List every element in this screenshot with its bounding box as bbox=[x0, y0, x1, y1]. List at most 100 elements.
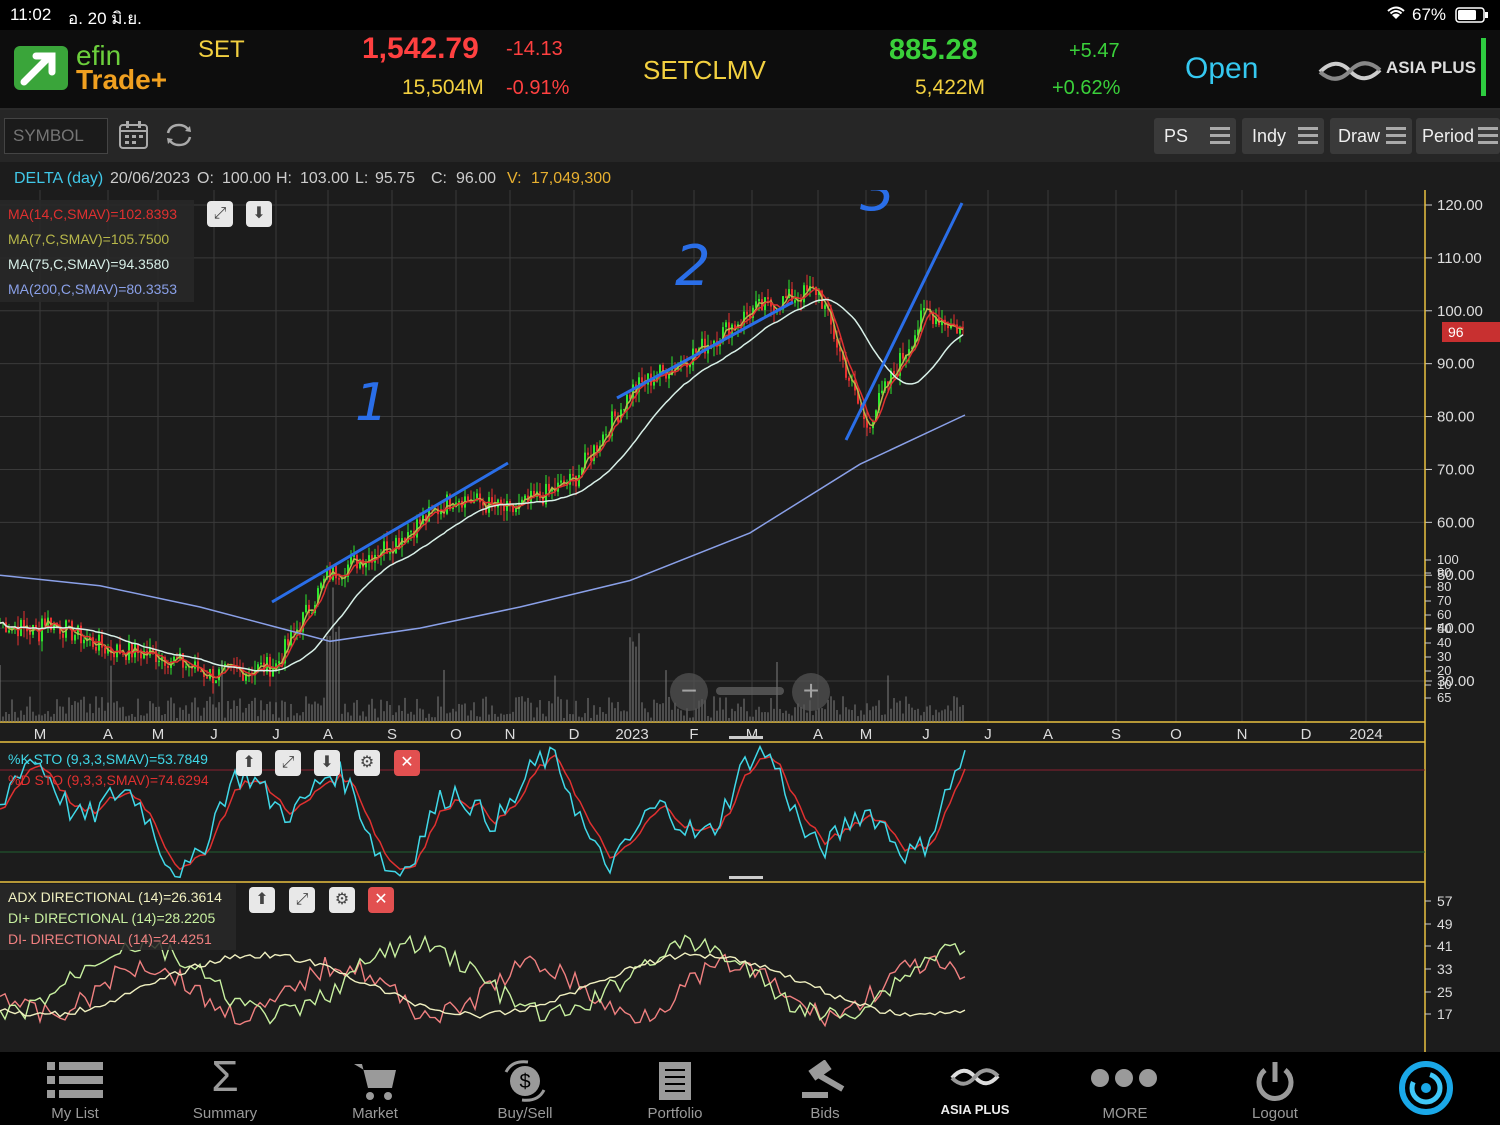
volume-bar bbox=[254, 697, 256, 722]
nav-more[interactable]: MORE bbox=[1050, 1052, 1200, 1125]
volume-bar bbox=[806, 712, 808, 722]
period-button[interactable]: Period bbox=[1416, 118, 1500, 154]
volume-bar bbox=[824, 709, 826, 722]
indy-button[interactable]: Indy bbox=[1242, 118, 1324, 154]
symbol-input[interactable] bbox=[4, 118, 108, 154]
sto-d-line bbox=[0, 754, 966, 871]
volume-bar bbox=[380, 699, 382, 722]
candle-body bbox=[560, 480, 562, 483]
volume-bar bbox=[197, 707, 199, 722]
index2-change-pct: +0.62% bbox=[1052, 77, 1121, 99]
ma200-legend: MA(200,C,SMAV)=80.3353 bbox=[8, 281, 177, 297]
volume-bar bbox=[827, 699, 829, 722]
index2-name[interactable]: SETCLMV bbox=[643, 55, 766, 85]
expand-icon[interactable]: ⤢ bbox=[289, 887, 315, 913]
volume-bar bbox=[482, 698, 484, 722]
candle-body bbox=[734, 324, 736, 328]
volume-bar bbox=[671, 709, 673, 722]
sto-tick-label: 60 bbox=[1437, 607, 1451, 622]
arrow-down-icon[interactable]: ⬇ bbox=[314, 750, 340, 776]
price-chart[interactable]: 120.00 110.00 100.00 90.00 80.00 70.00 60.00 50… bbox=[0, 190, 1500, 1052]
volume-bar bbox=[11, 699, 13, 722]
nav-my-list[interactable]: My List bbox=[0, 1052, 150, 1125]
volume-bar bbox=[65, 713, 67, 722]
expand-icon[interactable]: ⤢ bbox=[275, 750, 301, 776]
zoom-in-icon[interactable]: + bbox=[792, 673, 830, 711]
sto-tick-label: 65 bbox=[1437, 690, 1451, 705]
nav-bids[interactable]: Bids bbox=[750, 1052, 900, 1125]
nav-logout[interactable]: Logout bbox=[1200, 1052, 1350, 1125]
nav-market[interactable]: Market bbox=[300, 1052, 450, 1125]
ma-legend: MA(14,C,SMAV)=102.8393 MA(7,C,SMAV)=105.… bbox=[0, 200, 194, 302]
settings-icon[interactable]: ⚙ bbox=[354, 750, 380, 776]
expand-icon[interactable]: ⤢ bbox=[207, 201, 233, 227]
candle-body bbox=[902, 352, 904, 359]
close-icon[interactable]: ✕ bbox=[368, 887, 394, 913]
zoom-slider[interactable] bbox=[716, 687, 784, 695]
candle-body bbox=[302, 612, 304, 632]
candle-body bbox=[884, 381, 886, 391]
x-tick-label: F bbox=[689, 726, 698, 743]
volume-bar bbox=[320, 705, 322, 722]
candle-body bbox=[767, 297, 769, 300]
candle-body bbox=[68, 620, 70, 622]
candle-body bbox=[218, 669, 220, 681]
volume-bar bbox=[233, 700, 235, 722]
nav-summary[interactable]: Σ Summary bbox=[192, 1052, 258, 1122]
volume-bar bbox=[476, 716, 478, 722]
volume-bar bbox=[725, 697, 727, 722]
panel-resize-handle bbox=[729, 876, 763, 879]
arrow-up-icon[interactable]: ⬆ bbox=[249, 887, 275, 913]
volume-bar bbox=[272, 714, 274, 722]
volume-bar bbox=[620, 711, 622, 722]
arrow-down-icon[interactable]: ⬇ bbox=[246, 201, 272, 227]
volume-bar bbox=[953, 696, 955, 722]
nav-asia-plus[interactable]: ASIA PLUS bbox=[900, 1052, 1050, 1125]
x-tick-label: 2024 bbox=[1349, 726, 1382, 743]
index1-name[interactable]: SET bbox=[198, 36, 245, 63]
volume-bar bbox=[545, 716, 547, 722]
volume-bar bbox=[23, 714, 25, 722]
candle-body bbox=[806, 285, 808, 291]
volume-bar bbox=[623, 710, 625, 722]
volume-bar bbox=[812, 715, 814, 722]
nav-portfolio[interactable]: Portfolio bbox=[600, 1052, 750, 1125]
main-panel-bg bbox=[0, 190, 1425, 722]
nav-buy-sell[interactable]: $ Buy/Sell bbox=[450, 1052, 600, 1125]
x-tick-label: M bbox=[152, 726, 165, 743]
arrow-up-icon[interactable]: ⬆ bbox=[236, 750, 262, 776]
candle-body bbox=[53, 622, 55, 630]
volume-bar bbox=[455, 711, 457, 722]
y-tick-label: 120.00 bbox=[1437, 197, 1483, 214]
volume-bar bbox=[461, 704, 463, 722]
volume-bar bbox=[173, 703, 175, 722]
settings-icon[interactable]: ⚙ bbox=[329, 887, 355, 913]
volume-bar bbox=[5, 712, 7, 722]
candle-body bbox=[260, 662, 262, 665]
volume-bar bbox=[728, 717, 730, 722]
assistant-swirl-icon[interactable] bbox=[1398, 1060, 1454, 1121]
candle-body bbox=[656, 376, 658, 381]
volume-bar bbox=[686, 708, 688, 722]
calendar-icon[interactable] bbox=[118, 120, 150, 155]
volume-bar bbox=[434, 717, 436, 722]
volume-bar bbox=[74, 701, 76, 722]
index2-change: +5.47 bbox=[1069, 40, 1120, 62]
volume-bar bbox=[740, 706, 742, 722]
close-icon[interactable]: ✕ bbox=[394, 750, 420, 776]
volume-bar bbox=[755, 709, 757, 722]
volume-bar bbox=[413, 714, 415, 722]
draw-button[interactable]: Draw bbox=[1330, 118, 1412, 154]
ps-button[interactable]: PS bbox=[1154, 118, 1236, 154]
volume-bar bbox=[527, 697, 529, 722]
candle-body bbox=[521, 499, 523, 504]
zoom-out-icon[interactable]: − bbox=[670, 673, 708, 711]
refresh-icon[interactable] bbox=[164, 122, 194, 153]
volume-bar bbox=[422, 709, 424, 722]
adx-tick-label: 41 bbox=[1437, 938, 1453, 954]
candle-body bbox=[320, 583, 322, 589]
volume-bar bbox=[467, 715, 469, 722]
volume-bar bbox=[287, 717, 289, 722]
volume-bar bbox=[632, 641, 634, 722]
volume-bar bbox=[752, 716, 754, 722]
